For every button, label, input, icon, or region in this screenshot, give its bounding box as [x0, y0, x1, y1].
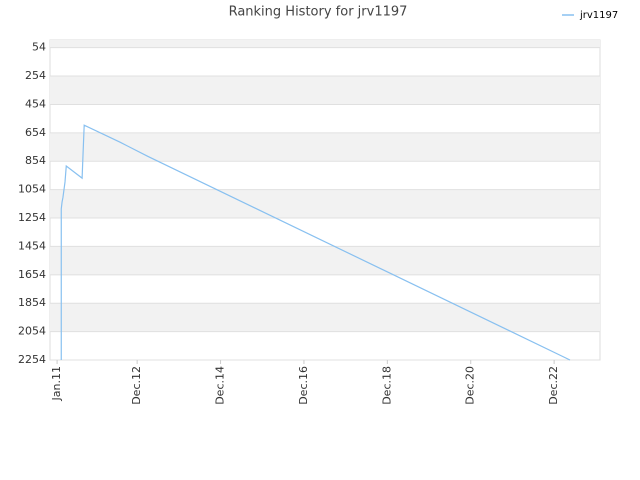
y-tick-label: 654: [25, 126, 46, 139]
x-tick-label: Dec.20: [464, 366, 477, 405]
x-tick-label: Dec.18: [380, 366, 393, 405]
band: [50, 132, 600, 162]
band: [50, 40, 600, 48]
y-tick-label: 2254: [18, 353, 46, 366]
x-tick-label: Dec.14: [214, 366, 227, 405]
band: [50, 76, 600, 105]
y-tick-label: 1454: [18, 239, 46, 252]
series-line: [60, 124, 571, 361]
y-tick-label: 1254: [18, 211, 46, 224]
y-tick-label: 1854: [18, 296, 46, 309]
y-tick-label: 54: [32, 41, 46, 54]
band: [50, 189, 600, 219]
y-tick-label: 254: [25, 69, 46, 82]
y-tick-label: 854: [25, 154, 46, 167]
band: [50, 246, 600, 275]
x-tick-label: Dec.22: [547, 366, 560, 405]
x-tick-label: Dec.16: [297, 366, 310, 405]
y-tick-label: 1054: [18, 183, 46, 196]
y-tick-label: 1654: [18, 268, 46, 281]
x-tick-label: Dec.12: [130, 366, 143, 405]
x-tick-label: Jan.11: [50, 366, 63, 401]
legend-label: jrv1197: [579, 10, 618, 21]
y-tick-label: 454: [25, 97, 46, 110]
chart-title: Ranking History for jrv1197: [229, 5, 408, 20]
band: [50, 303, 600, 332]
y-tick-label: 2054: [18, 325, 46, 338]
